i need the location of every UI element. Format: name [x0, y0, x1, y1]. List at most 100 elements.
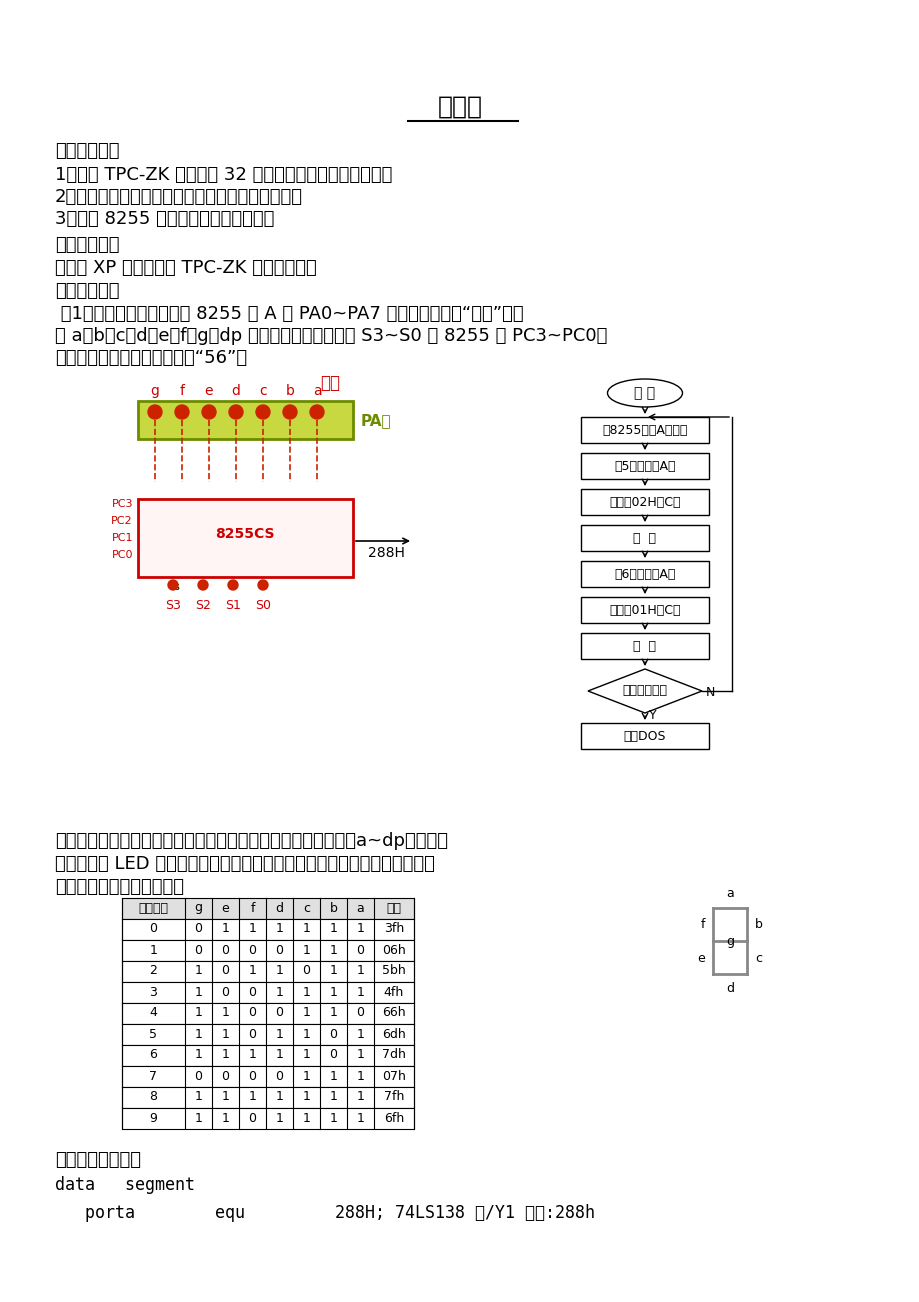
Text: N: N — [705, 686, 715, 699]
Text: 1: 1 — [194, 965, 202, 978]
Bar — [122, 1023, 414, 1046]
Text: 1: 1 — [194, 1112, 202, 1125]
Text: 0: 0 — [248, 1069, 256, 1082]
Bar — [581, 490, 709, 516]
Text: 1: 1 — [276, 986, 283, 999]
Text: 1: 1 — [221, 1006, 229, 1019]
Text: a: a — [725, 887, 733, 900]
Text: a: a — [357, 901, 364, 914]
Text: 1: 1 — [329, 923, 337, 936]
Text: 1: 1 — [302, 944, 310, 957]
Text: 1: 1 — [194, 1048, 202, 1061]
Text: 0: 0 — [302, 965, 311, 978]
Text: c: c — [302, 901, 310, 914]
Bar — [122, 1108, 414, 1129]
Text: 劓5的段码至A口: 劓5的段码至A口 — [614, 460, 675, 473]
Text: 开 始: 开 始 — [634, 385, 655, 400]
Text: 0: 0 — [357, 1006, 364, 1019]
Text: 0: 0 — [194, 923, 202, 936]
Text: S2: S2 — [195, 599, 210, 612]
Text: 送位砂02H至C口: 送位砂02H至C口 — [608, 496, 680, 509]
Text: S1: S1 — [225, 599, 241, 612]
Text: PC0: PC0 — [111, 549, 133, 560]
Text: c: c — [754, 952, 761, 965]
Text: 1: 1 — [329, 1006, 337, 1019]
Text: b: b — [285, 384, 294, 398]
Text: 七段数码管的段码表如下：: 七段数码管的段码表如下： — [55, 878, 184, 896]
Bar — [122, 919, 414, 940]
Text: 1: 1 — [194, 1006, 202, 1019]
Text: 运行于 XP 操作系统下 TPC-ZK 集成开发环境: 运行于 XP 操作系统下 TPC-ZK 集成开发环境 — [55, 259, 316, 277]
Bar — [581, 561, 709, 587]
Bar — [122, 940, 414, 961]
Text: 将8255设为A口输出: 将8255设为A口输出 — [602, 423, 686, 436]
Text: 一、实验目的: 一、实验目的 — [55, 142, 119, 160]
Text: 5bh: 5bh — [381, 965, 405, 978]
Text: g: g — [194, 901, 202, 914]
Text: 0: 0 — [329, 1027, 337, 1040]
Text: 三、实验题目: 三、实验题目 — [55, 283, 119, 299]
Circle shape — [202, 405, 216, 419]
Text: g: g — [725, 935, 733, 948]
Text: a: a — [312, 384, 321, 398]
Circle shape — [175, 405, 188, 419]
Circle shape — [228, 579, 238, 590]
Text: 延  时: 延 时 — [633, 531, 656, 544]
Bar — [122, 1046, 414, 1066]
Text: 07h: 07h — [381, 1069, 405, 1082]
Text: 1: 1 — [248, 965, 256, 978]
Text: PC2: PC2 — [111, 516, 133, 526]
Text: 1: 1 — [276, 1091, 283, 1104]
Bar — [581, 598, 709, 622]
Text: 0: 0 — [248, 986, 256, 999]
Text: 1: 1 — [302, 1091, 310, 1104]
Circle shape — [310, 405, 323, 419]
Text: 1: 1 — [248, 1091, 256, 1104]
Bar — [122, 1087, 414, 1108]
Text: 4: 4 — [150, 1006, 157, 1019]
Text: e: e — [697, 952, 704, 965]
Text: 2、掌握实验系统中接口地址译码电路的工作原理。: 2、掌握实验系统中接口地址译码电路的工作原理。 — [55, 187, 302, 206]
Text: 1: 1 — [329, 1091, 337, 1104]
Text: 1: 1 — [150, 944, 157, 957]
Text: 1: 1 — [302, 923, 310, 936]
Text: 1: 1 — [248, 1048, 256, 1061]
Text: 0: 0 — [275, 1069, 283, 1082]
Bar — [122, 1066, 414, 1087]
Text: f: f — [179, 384, 185, 398]
Text: 1: 1 — [302, 1048, 310, 1061]
Bar — [138, 401, 353, 439]
Text: 1: 1 — [302, 986, 310, 999]
Text: 1: 1 — [357, 965, 364, 978]
Text: 0: 0 — [221, 944, 229, 957]
Text: Y: Y — [648, 710, 656, 723]
Text: c: c — [259, 384, 267, 398]
Bar — [581, 453, 709, 479]
Text: d: d — [232, 384, 240, 398]
Text: 1: 1 — [357, 1112, 364, 1125]
Text: 0: 0 — [149, 923, 157, 936]
Text: PC1: PC1 — [111, 533, 133, 543]
Circle shape — [198, 579, 208, 590]
Text: 1: 1 — [276, 1048, 283, 1061]
Text: 1: 1 — [329, 1112, 337, 1125]
Text: 1: 1 — [276, 923, 283, 936]
Text: 3fh: 3fh — [383, 923, 403, 936]
Text: 1: 1 — [276, 1112, 283, 1125]
Text: 1: 1 — [221, 1091, 229, 1104]
Text: 288H: 288H — [368, 546, 404, 560]
Text: 送位砂01H至C口: 送位砂01H至C口 — [608, 604, 680, 617]
Text: 实验四: 实验四 — [437, 95, 482, 118]
Text: 1: 1 — [357, 1027, 364, 1040]
Circle shape — [257, 579, 267, 590]
Text: 段码: 段码 — [320, 374, 340, 392]
Ellipse shape — [607, 379, 682, 408]
Text: 0: 0 — [248, 1006, 256, 1019]
Text: data   segment: data segment — [55, 1176, 195, 1194]
Text: 有键按下吗？: 有键按下吗？ — [622, 685, 667, 698]
Text: 端 a、b、c、d、e、f、g、dp 相连，位码驱动输入端 S3~S0 接 8255 的 PC3~PC0。: 端 a、b、c、d、e、f、g、dp 相连，位码驱动输入端 S3~S0 接 82… — [55, 327, 607, 345]
Text: 6: 6 — [150, 1048, 157, 1061]
Bar — [122, 1003, 414, 1023]
Text: f: f — [699, 918, 704, 931]
Bar — [581, 633, 709, 659]
